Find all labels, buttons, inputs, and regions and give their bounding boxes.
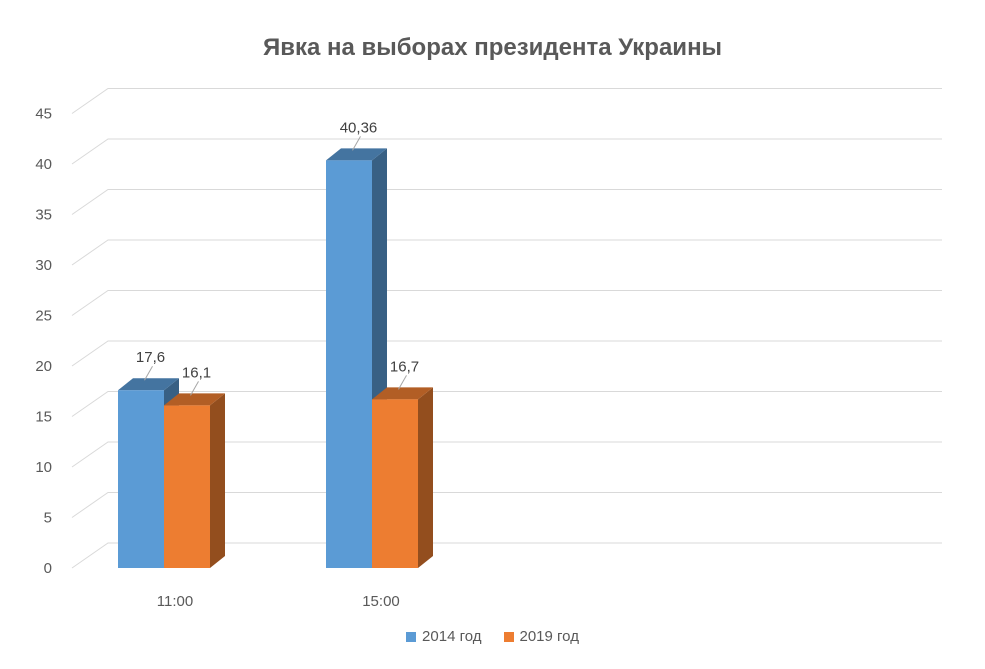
bar-front	[326, 160, 372, 568]
gridline	[71, 391, 942, 417]
bar-top	[372, 387, 433, 400]
data-label: 16,1	[182, 364, 211, 381]
chart-title: Явка на выборах президента Украины	[262, 34, 723, 61]
gridline	[71, 239, 942, 266]
bar-top	[326, 148, 387, 161]
bar	[372, 387, 433, 568]
bar-side	[418, 387, 433, 568]
data-label-leader	[190, 381, 199, 396]
legend-item-series-1: 2014 год	[406, 628, 482, 645]
bar-side	[210, 393, 225, 568]
y-tick-label: 30	[35, 257, 52, 274]
gridline	[71, 189, 942, 215]
legend-label-series-2: 2019 год	[519, 628, 579, 645]
gridline	[71, 138, 942, 165]
legend-label-series-1: 2014 год	[422, 628, 482, 645]
bar-top	[118, 378, 179, 391]
gridline	[71, 340, 942, 367]
y-tick-label: 15	[35, 409, 52, 426]
legend-swatch-series-1	[406, 631, 417, 642]
gridline	[71, 290, 942, 316]
y-tick-label: 10	[35, 459, 52, 476]
y-tick-label: 5	[44, 510, 52, 527]
data-label-leader	[144, 365, 153, 381]
gridline	[71, 492, 942, 518]
data-label: 16,7	[390, 358, 419, 375]
x-tick-label: 11:00	[157, 593, 193, 610]
y-tick-label: 25	[35, 308, 52, 325]
data-label-leader	[398, 375, 407, 390]
x-tick-label: 15:00	[362, 593, 400, 610]
y-tick-label: 20	[35, 358, 52, 375]
data-label-leader	[352, 136, 361, 151]
bar-front	[164, 405, 210, 568]
gridline	[71, 88, 942, 114]
data-label: 40,36	[340, 119, 378, 136]
legend-item-series-2: 2019 год	[503, 628, 579, 645]
y-tick-label: 45	[35, 106, 52, 123]
chart-legend: 2014 год 2019 год	[0, 628, 985, 645]
y-tick-label: 40	[35, 156, 52, 173]
y-tick-label: 0	[44, 560, 52, 577]
gridline	[71, 542, 942, 569]
bar-top	[164, 393, 225, 406]
data-label: 17,6	[136, 349, 165, 366]
legend-swatch-series-2	[503, 631, 514, 642]
bar-front	[118, 390, 164, 568]
bar	[164, 393, 225, 568]
gridline	[71, 441, 942, 468]
y-tick-label: 35	[35, 207, 52, 224]
bar-front	[372, 399, 418, 568]
